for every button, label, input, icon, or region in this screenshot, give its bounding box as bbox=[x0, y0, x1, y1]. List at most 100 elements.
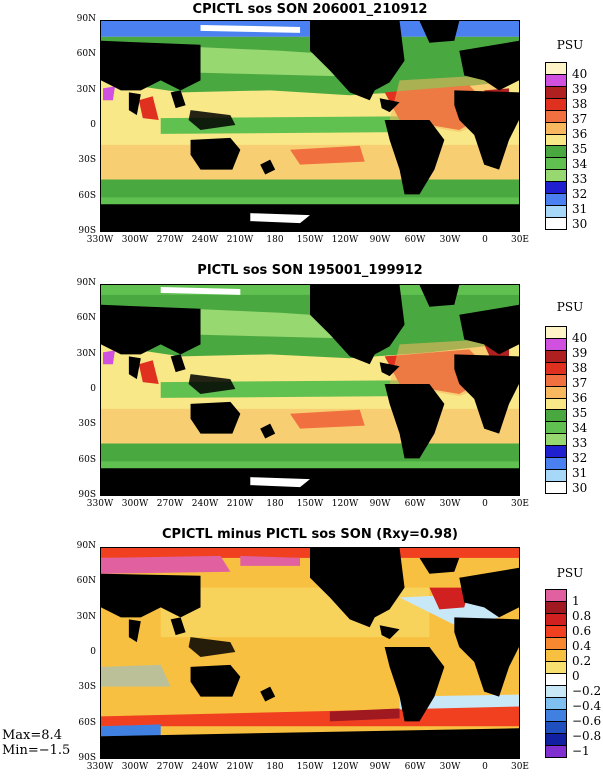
colorbar-label: −0.8 bbox=[572, 729, 602, 743]
colorbar-label: 33 bbox=[572, 172, 588, 186]
colorbar-swatch bbox=[546, 722, 566, 734]
longitude-label: 300W bbox=[121, 499, 149, 509]
colorbar-swatch bbox=[546, 686, 566, 698]
panel2-colorbar bbox=[545, 326, 567, 494]
colorbar-swatch bbox=[546, 74, 566, 87]
colorbar-label: 1 bbox=[572, 594, 580, 608]
colorbar-label: 40 bbox=[572, 331, 588, 345]
latitude-label: 60N bbox=[76, 49, 96, 60]
longitude-label: 60W bbox=[404, 762, 426, 772]
colorbar-label: 0 bbox=[572, 669, 580, 683]
longitude-label: 300W bbox=[121, 762, 149, 772]
longitude-label: 330W bbox=[86, 762, 114, 772]
colorbar-label: −0.4 bbox=[572, 699, 602, 713]
latitude-label: 90S bbox=[78, 753, 96, 763]
colorbar-label: 31 bbox=[572, 202, 588, 216]
colorbar-swatch bbox=[546, 338, 566, 351]
colorbar-swatch bbox=[546, 626, 566, 638]
colorbar-label: 35 bbox=[572, 406, 588, 420]
salinity-map-1 bbox=[101, 21, 519, 231]
longitude-label: 240W bbox=[191, 762, 219, 772]
colorbar-swatch bbox=[546, 362, 566, 375]
longitude-label: 150W bbox=[296, 235, 324, 245]
colorbar-swatch bbox=[546, 422, 566, 435]
stats-box: Max=8.4 Min=−1.5 bbox=[2, 728, 70, 758]
colorbar-label: 30 bbox=[572, 217, 588, 231]
colorbar-label: 37 bbox=[572, 376, 588, 390]
latitude-label: 90N bbox=[76, 541, 96, 551]
longitude-label: 180 bbox=[266, 499, 284, 509]
longitude-label: 330W bbox=[86, 235, 114, 245]
colorbar-swatch bbox=[546, 746, 566, 757]
longitude-label: 30W bbox=[439, 762, 461, 772]
colorbar-swatch bbox=[546, 614, 566, 626]
colorbar-swatch bbox=[546, 217, 566, 229]
colorbar-swatch bbox=[546, 206, 566, 218]
colorbar-swatch bbox=[546, 327, 566, 339]
longitude-label: 30W bbox=[439, 499, 461, 509]
longitude-label: 120W bbox=[331, 499, 359, 509]
colorbar-swatch bbox=[546, 182, 566, 195]
colorbar-label: 0.8 bbox=[572, 609, 592, 623]
longitude-label: 270W bbox=[156, 499, 184, 509]
colorbar-label: 0.4 bbox=[572, 639, 592, 653]
colorbar-label: 36 bbox=[572, 127, 588, 141]
stats-min: Min=−1.5 bbox=[2, 743, 71, 758]
colorbar-swatch bbox=[546, 170, 566, 183]
salinity-map-2 bbox=[101, 285, 519, 495]
longitude-label: 60W bbox=[404, 499, 426, 509]
panel3-map bbox=[100, 547, 520, 759]
colorbar-label: 34 bbox=[572, 421, 588, 435]
colorbar-label: 38 bbox=[572, 361, 588, 375]
colorbar-swatch bbox=[546, 194, 566, 207]
longitude-label: 270W bbox=[156, 235, 184, 245]
colorbar-swatch bbox=[546, 158, 566, 171]
colorbar-swatch bbox=[546, 63, 566, 75]
panel3-title: CPICTL minus PICTL sos SON (Rxy=0.98) bbox=[162, 527, 458, 542]
latitude-label: 30N bbox=[76, 611, 96, 622]
panel2-units: PSU bbox=[556, 300, 584, 314]
longitude-label: 90W bbox=[369, 762, 391, 772]
latitude-label: 90S bbox=[78, 490, 96, 500]
colorbar-swatch bbox=[546, 734, 566, 746]
longitude-label: 90W bbox=[369, 235, 391, 245]
latitude-label: 90S bbox=[78, 226, 96, 236]
latitude-label: 60S bbox=[78, 717, 96, 728]
panel2-map bbox=[100, 284, 520, 496]
colorbar-label: 38 bbox=[572, 97, 588, 111]
panel2-title: PICTL sos SON 195001_199912 bbox=[197, 263, 423, 278]
colorbar-label: −1 bbox=[572, 744, 590, 758]
colorbar-label: −0.6 bbox=[572, 714, 602, 728]
colorbar-swatch bbox=[546, 446, 566, 459]
colorbar-swatch bbox=[546, 481, 566, 493]
panel1-colorbar bbox=[545, 62, 567, 230]
colorbar-swatch bbox=[546, 86, 566, 99]
latitude-label: 30S bbox=[78, 155, 96, 166]
longitude-label: 150W bbox=[296, 499, 324, 509]
colorbar-label: 30 bbox=[572, 481, 588, 495]
colorbar-swatch bbox=[546, 674, 566, 686]
colorbar-swatch bbox=[546, 458, 566, 471]
colorbar-swatch bbox=[546, 662, 566, 674]
latitude-label: 30N bbox=[76, 348, 96, 359]
longitude-label: 300W bbox=[121, 235, 149, 245]
latitude-label: 30S bbox=[78, 682, 96, 693]
colorbar-label: 0.2 bbox=[572, 654, 592, 668]
colorbar-label: 35 bbox=[572, 142, 588, 156]
colorbar-swatch bbox=[546, 122, 566, 135]
latitude-label: 0 bbox=[90, 647, 96, 657]
longitude-label: 330W bbox=[86, 499, 114, 509]
longitude-label: 150W bbox=[296, 762, 324, 772]
longitude-label: 180 bbox=[266, 762, 284, 772]
colorbar-swatch bbox=[546, 398, 566, 411]
longitude-label: 30E bbox=[510, 235, 530, 245]
colorbar-swatch bbox=[546, 110, 566, 123]
longitude-label: 90W bbox=[369, 499, 391, 509]
colorbar-label: 0.6 bbox=[572, 624, 592, 638]
colorbar-swatch bbox=[546, 350, 566, 363]
latitude-label: 30S bbox=[78, 419, 96, 430]
colorbar-swatch bbox=[546, 710, 566, 722]
colorbar-swatch bbox=[546, 146, 566, 159]
latitude-label: 0 bbox=[90, 120, 96, 130]
longitude-label: 0 bbox=[482, 762, 488, 772]
